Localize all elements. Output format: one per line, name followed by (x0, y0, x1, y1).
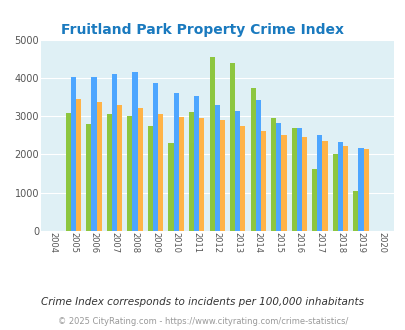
Text: Fruitland Park Property Crime Index: Fruitland Park Property Crime Index (61, 23, 344, 37)
Bar (358, 148, 362, 231)
Bar (271, 118, 275, 231)
Bar (240, 126, 245, 231)
Bar (137, 108, 143, 231)
Bar (291, 128, 296, 231)
Bar (153, 83, 158, 231)
Bar (342, 147, 347, 231)
Bar (194, 96, 199, 231)
Bar (260, 131, 265, 231)
Bar (71, 77, 76, 231)
Bar (209, 57, 214, 231)
Bar (117, 106, 122, 231)
Bar (255, 100, 260, 231)
Bar (352, 191, 358, 231)
Bar (199, 118, 204, 231)
Bar (91, 78, 96, 231)
Bar (96, 102, 101, 231)
Bar (188, 112, 194, 231)
Bar (322, 141, 327, 231)
Bar (275, 123, 281, 231)
Bar (230, 63, 234, 231)
Bar (296, 128, 301, 231)
Bar (250, 88, 255, 231)
Bar (66, 114, 71, 231)
Bar (219, 120, 224, 231)
Text: © 2025 CityRating.com - https://www.cityrating.com/crime-statistics/: © 2025 CityRating.com - https://www.city… (58, 317, 347, 326)
Bar (147, 126, 153, 231)
Bar (362, 149, 368, 231)
Bar (127, 116, 132, 231)
Bar (311, 169, 317, 231)
Bar (317, 135, 322, 231)
Text: Crime Index corresponds to incidents per 100,000 inhabitants: Crime Index corresponds to incidents per… (41, 297, 364, 307)
Bar (214, 105, 219, 231)
Bar (332, 154, 337, 231)
Bar (168, 143, 173, 231)
Bar (158, 114, 163, 231)
Bar (112, 75, 117, 231)
Bar (173, 93, 178, 231)
Bar (337, 142, 342, 231)
Bar (234, 111, 240, 231)
Bar (76, 99, 81, 231)
Bar (301, 137, 306, 231)
Bar (86, 124, 91, 231)
Bar (178, 117, 183, 231)
Bar (107, 114, 112, 231)
Bar (281, 135, 286, 231)
Bar (132, 72, 137, 231)
